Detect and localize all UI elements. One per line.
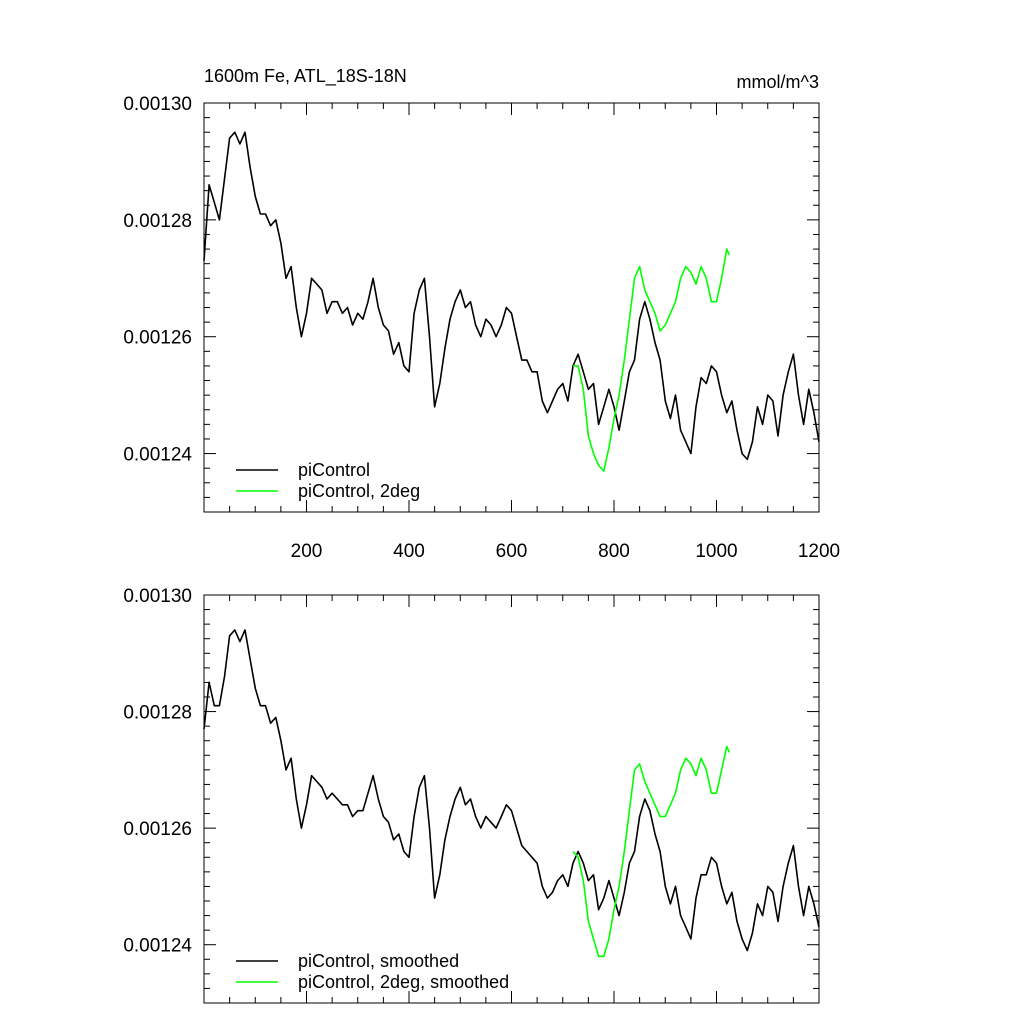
- x-tick-label: 400: [393, 541, 425, 562]
- y-tick-label: 0.00124: [123, 445, 192, 466]
- y-tick-label: 0.00130: [123, 586, 192, 607]
- series-line-picontrol: [203, 629, 820, 952]
- y-tick-label: 0.00130: [123, 94, 192, 115]
- series-line-picontrol: [203, 131, 820, 461]
- legend-label: piControl: [298, 460, 370, 480]
- x-tick-label: 1200: [798, 541, 840, 562]
- y-tick-label: 0.00128: [123, 211, 192, 232]
- y-tick-label: 0.00124: [123, 936, 192, 957]
- series-line-picontrol-2deg: [572, 745, 731, 958]
- chart-title: 1600m Fe, ATL_18S-18N: [204, 66, 407, 87]
- units-label: mmol/m^3: [737, 72, 819, 92]
- y-tick-label: 0.00126: [123, 819, 192, 840]
- legend-label: piControl, 2deg, smoothed: [298, 972, 509, 992]
- y-tick-label: 0.00128: [123, 703, 192, 724]
- series-line-picontrol-2deg: [573, 248, 731, 472]
- y-tick-label: 0.00126: [123, 328, 192, 349]
- x-tick-label: 1000: [695, 541, 737, 562]
- panel-top: 0.00124 0.00126 0.00128 0.00130 200 400 600 800…: [123, 66, 840, 562]
- x-tick-label: 800: [598, 541, 630, 562]
- panel-bottom: 0.00124 0.00126 0.00128 0.00130 piControl, s…: [123, 586, 820, 1004]
- legend-label: piControl, 2deg: [298, 481, 420, 501]
- legend-label: piControl, smoothed: [298, 951, 459, 971]
- x-tick-label: 600: [496, 541, 528, 562]
- x-tick-label: 200: [291, 541, 323, 562]
